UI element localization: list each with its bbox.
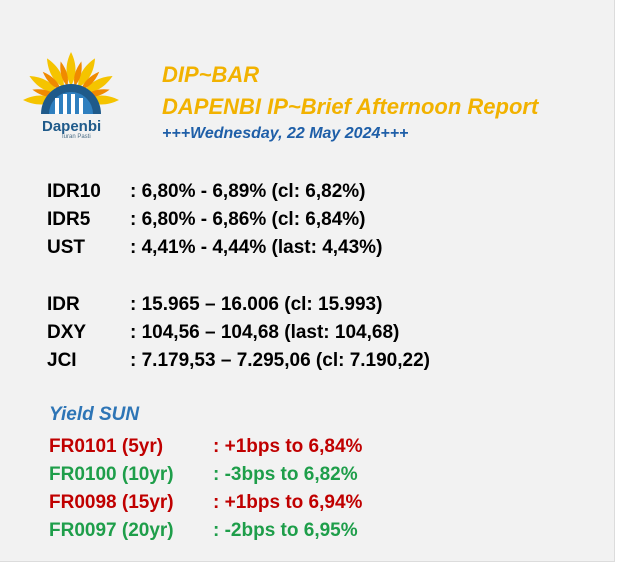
- dapenbi-logo: [23, 52, 119, 114]
- rate-value: : 6,80% - 6,89% (cl: 6,82%): [130, 181, 366, 202]
- report-date: +++Wednesday, 22 May 2024+++: [162, 125, 409, 142]
- yield-label: FR0100 (10yr): [49, 464, 174, 485]
- logo-tagline: Iuran Pasti: [62, 134, 91, 140]
- market-label: DXY: [47, 322, 87, 343]
- report-subtitle: DAPENBI IP~Brief Afternoon Report: [162, 94, 539, 119]
- rate-label: IDR10: [47, 181, 101, 202]
- yield-label: FR0101 (5yr): [49, 436, 164, 457]
- market-value: : 7.179,53 – 7.295,06 (cl: 7.190,22): [130, 350, 430, 371]
- yield-label: FR0098 (15yr): [49, 492, 174, 513]
- yield-value: : -2bps to 6,95%: [213, 520, 358, 541]
- rate-label: IDR5: [47, 209, 91, 230]
- market-value: : 15.965 – 16.006 (cl: 15.993): [130, 294, 383, 315]
- market-label: JCI: [47, 350, 77, 371]
- rate-label: UST: [47, 237, 85, 258]
- logo-name: Dapenbi: [42, 118, 102, 135]
- yield-sun-title: Yield SUN: [49, 404, 140, 425]
- yield-value: : +1bps to 6,94%: [213, 492, 363, 513]
- rate-value: : 4,41% - 4,44% (last: 4,43%): [130, 237, 383, 258]
- market-value: : 104,56 – 104,68 (last: 104,68): [130, 322, 400, 343]
- yield-label: FR0097 (20yr): [49, 520, 174, 541]
- yield-value: : +1bps to 6,84%: [213, 436, 363, 457]
- report-card: Dapenbi Iuran Pasti DIP~BAR DAPENBI IP~B…: [0, 0, 615, 562]
- rate-value: : 6,80% - 6,86% (cl: 6,84%): [130, 209, 366, 230]
- report-title: DIP~BAR: [162, 62, 260, 87]
- yield-value: : -3bps to 6,82%: [213, 464, 358, 485]
- market-label: IDR: [47, 294, 80, 315]
